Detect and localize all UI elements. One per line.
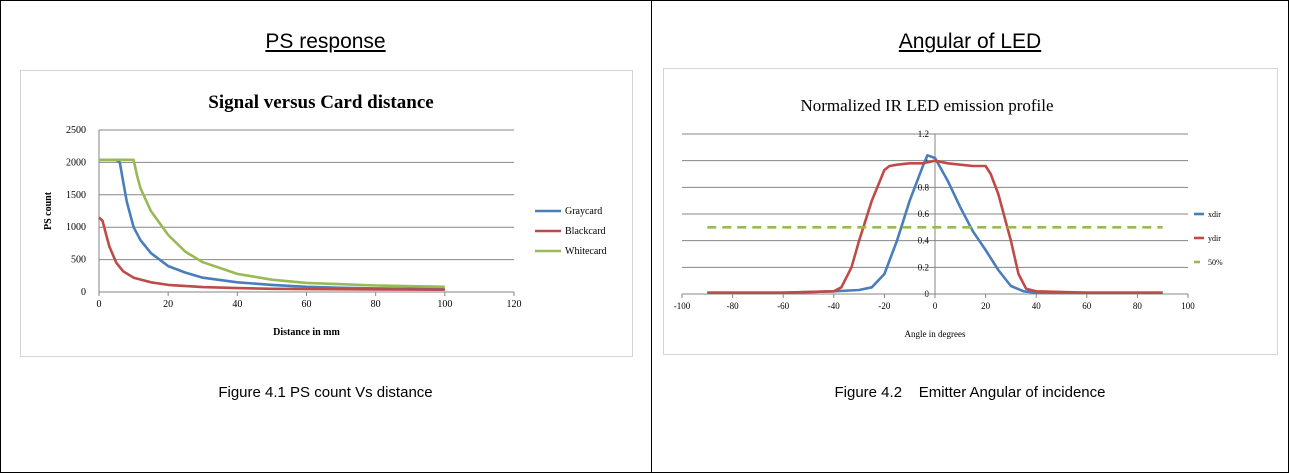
x-tick-label: 40 xyxy=(1032,301,1042,311)
x-tick-label: 20 xyxy=(163,299,173,310)
x-tick-label: 100 xyxy=(437,299,452,310)
x-tick-label: 20 xyxy=(981,301,991,311)
y-tick-label: 0.2 xyxy=(918,262,929,272)
y-tick-label: 2500 xyxy=(66,125,86,136)
y-tick-label: 1.2 xyxy=(918,129,929,139)
series-line-blackcard xyxy=(98,216,445,291)
chart-title: Signal versus Card distance xyxy=(208,92,433,113)
x-tick-label: -60 xyxy=(777,301,789,311)
y-axis-label: PS count xyxy=(43,191,54,230)
x-tick-label: 0 xyxy=(97,299,102,310)
legend-label: Graycard xyxy=(565,206,602,217)
chart-led-profile: Normalized IR LED emission profile 0 0.2 0.… xyxy=(663,68,1278,355)
panel-divider xyxy=(651,0,652,473)
y-tick-label: 2000 xyxy=(66,157,86,168)
x-tick-label: -20 xyxy=(878,301,890,311)
series-line-xdir xyxy=(707,154,1163,294)
y-tick-label: 1 xyxy=(925,156,930,166)
legend-label: Whitecard xyxy=(565,246,607,257)
legend-label: ydir xyxy=(1208,234,1221,243)
legend-label: 50% xyxy=(1208,258,1223,267)
chart-ps-response-svg: Signal versus Card distance0500100015002… xyxy=(43,92,607,338)
series-line-graycard xyxy=(99,158,445,291)
x-tick-label: 60 xyxy=(302,299,312,310)
y-tick-label: 1000 xyxy=(66,222,86,233)
y-tick-label: 0.4 xyxy=(918,236,930,246)
x-tick-label: 120 xyxy=(507,299,522,310)
y-tick-label: 0 xyxy=(81,287,86,298)
legend-label: xdir xyxy=(1208,210,1221,219)
y-tick-label: 500 xyxy=(71,255,86,266)
x-axis-label: Angle in degrees xyxy=(905,329,966,339)
y-tick-label: 0.8 xyxy=(918,182,930,192)
legend-label: Blackcard xyxy=(565,226,606,237)
y-tick-label: 0.6 xyxy=(918,209,930,219)
figure-caption-right: Figure 4.2 Emitter Angular of incidence xyxy=(834,384,1106,401)
x-tick-label: -80 xyxy=(727,301,739,311)
x-tick-label: 80 xyxy=(371,299,381,310)
x-tick-label: 100 xyxy=(1181,301,1195,311)
x-tick-label: -100 xyxy=(674,301,691,311)
chart-led-profile-svg: Normalized IR LED emission profile 0 0.2 0.… xyxy=(674,96,1223,339)
series-line-whitecard xyxy=(99,158,445,289)
x-axis-label: Distance in mm xyxy=(273,327,340,338)
x-tick-label: 80 xyxy=(1133,301,1143,311)
x-tick-label: 0 xyxy=(933,301,938,311)
figure-caption-left: Figure 4.1 PS count Vs distance xyxy=(218,384,433,401)
panel-heading-left: PS response xyxy=(265,30,386,53)
panel-heading-right: Angular of LED xyxy=(898,30,1042,53)
chart-title: Normalized IR LED emission profile xyxy=(800,96,1053,115)
series-line-ydir xyxy=(707,159,1163,294)
y-tick-label: 1500 xyxy=(66,190,86,201)
x-tick-label: -40 xyxy=(828,301,840,311)
x-tick-label: 40 xyxy=(232,299,242,310)
chart-ps-response: Signal versus Card distance 0 500 1000 1500 2… xyxy=(20,70,633,357)
x-tick-label: 60 xyxy=(1082,301,1092,311)
